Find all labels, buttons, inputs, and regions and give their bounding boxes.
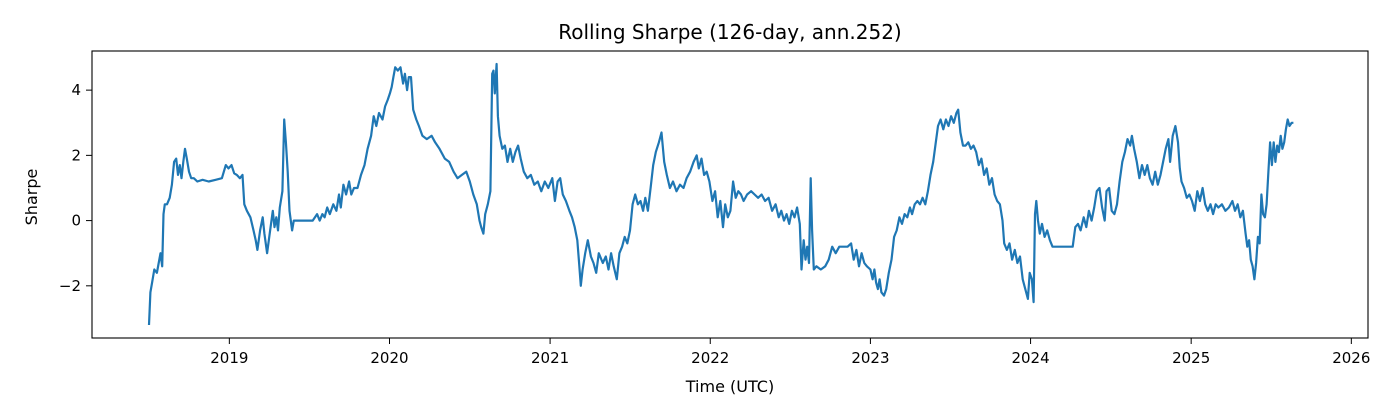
x-axis: 2019 2020 2021 2022 2023 2024 2025 2026 xyxy=(210,338,1370,367)
x-tick-label: 2021 xyxy=(531,349,569,367)
x-tick-label: 2024 xyxy=(1011,349,1049,367)
x-tick-label: 2026 xyxy=(1332,349,1370,367)
y-tick-label: 4 xyxy=(71,81,81,99)
axes-frame xyxy=(91,50,1369,339)
plot-area xyxy=(91,50,1369,339)
x-tick-label: 2022 xyxy=(691,349,729,367)
y-tick-label: −2 xyxy=(59,277,81,295)
x-axis-title: Time (UTC) xyxy=(685,377,774,396)
y-tick-label: 2 xyxy=(71,146,81,164)
sharpe-series-line xyxy=(147,62,1294,326)
y-axis: −2 0 2 4 xyxy=(59,81,92,295)
y-tick-label: 0 xyxy=(71,212,81,230)
x-tick-label: 2019 xyxy=(210,349,248,367)
x-tick-label: 2023 xyxy=(851,349,889,367)
y-axis-title: Sharpe xyxy=(22,169,41,226)
x-tick-label: 2025 xyxy=(1172,349,1210,367)
chart-title: Rolling Sharpe (126-day, ann.252) xyxy=(558,20,901,44)
x-tick-label: 2020 xyxy=(370,349,408,367)
